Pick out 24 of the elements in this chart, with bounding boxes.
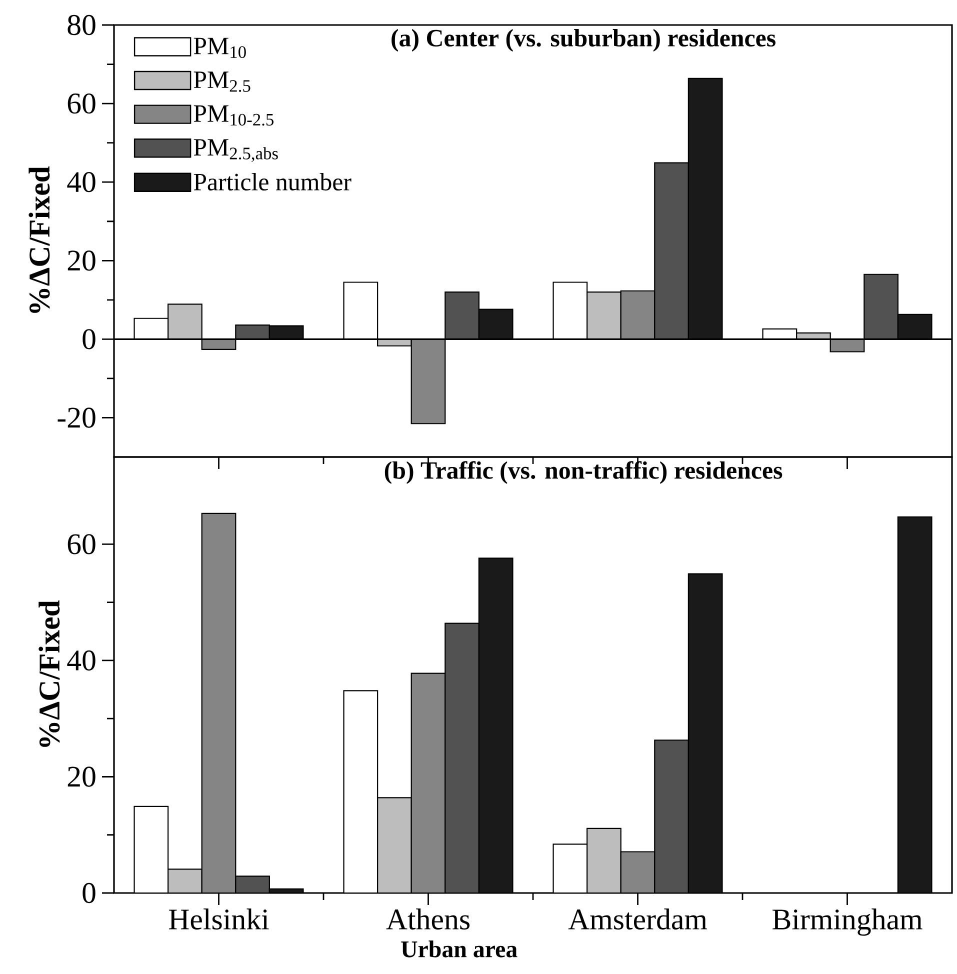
legend-label: PM$_{2.5,abs}$ (194, 139, 278, 162)
legend-label: PM$_{10}$ (194, 38, 246, 58)
y-tick-label: 40 (67, 650, 96, 671)
legend-label: PM$_{10-2.5}$ (194, 105, 274, 126)
y-tick-label: 80 (68, 14, 96, 36)
y-tick-label: 20 (68, 250, 96, 271)
chart-title: (a) Center (vs. suburban) residences (392, 29, 776, 52)
y-tick-label: 60 (68, 534, 96, 554)
y-tick-label: -20 (58, 408, 96, 428)
x-tick-label: Helsinki (168, 908, 269, 930)
x-tick-label: Athens (386, 908, 470, 930)
y-tick-label: 20 (68, 766, 96, 787)
chart-title: (b) Traffic (vs. non-traffic) residences (384, 461, 782, 484)
y-axis-title: %ΔC/Fixed (28, 166, 50, 313)
y-tick-label: 60 (68, 93, 96, 114)
x-axis-title: Urban area (401, 940, 518, 958)
y-axis-title: %ΔC/Fixed (38, 600, 60, 747)
y-tick-label: 0 (82, 329, 96, 350)
legend-label: Particle number (194, 172, 352, 191)
x-tick-label: Birmingham (772, 908, 922, 936)
legend-label: PM$_{2.5}$ (194, 72, 250, 92)
y-tick-label: 40 (67, 172, 96, 192)
x-tick-label: Amsterdam (568, 908, 708, 930)
y-tick-label: 0 (82, 882, 96, 904)
